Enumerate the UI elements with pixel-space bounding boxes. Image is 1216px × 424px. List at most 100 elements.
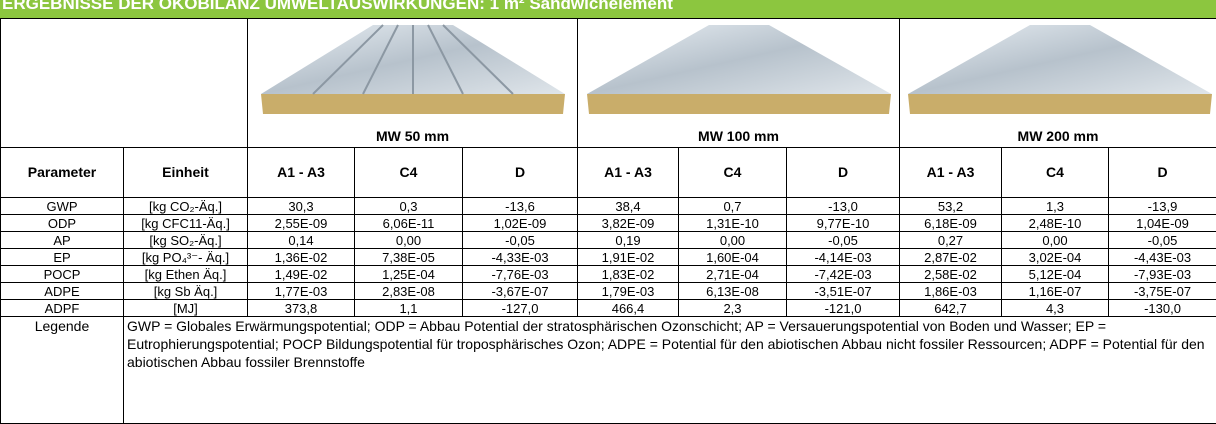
cell: 1,77E-03	[248, 283, 355, 300]
cell: -13,9	[1109, 198, 1216, 215]
cell: 7,38E-05	[355, 249, 463, 266]
product-cell: MW 100 mm	[578, 19, 900, 148]
cell: 2,58E-02	[900, 266, 1002, 283]
cell: -4,43E-03	[1109, 249, 1216, 266]
header-cell: C4	[1002, 148, 1109, 198]
cell: 6,18E-09	[900, 215, 1002, 232]
cell: 1,1	[355, 300, 463, 317]
panel-image	[900, 19, 1216, 124]
cell: [kg PO₄³⁻- Äq.]	[124, 249, 248, 266]
cell: 1,91E-02	[578, 249, 679, 266]
cell: -3,75E-07	[1109, 283, 1216, 300]
cell: -4,33E-03	[463, 249, 578, 266]
header-cell: D	[463, 148, 578, 198]
cell: -3,51E-07	[787, 283, 900, 300]
cell: 2,87E-02	[900, 249, 1002, 266]
header-cell: D	[787, 148, 900, 198]
cell: 0,00	[355, 232, 463, 249]
product-label: MW 100 mm	[578, 127, 899, 147]
title-bar: ERGEBNISSE DER ÖKOBILANZ UMWELTAUSWIRKUN…	[0, 0, 1216, 18]
cell: 0,00	[679, 232, 787, 249]
cell: 5,12E-04	[1002, 266, 1109, 283]
cell: -13,6	[463, 198, 578, 215]
cell: 1,36E-02	[248, 249, 355, 266]
cell: 1,25E-04	[355, 266, 463, 283]
cell: 6,13E-08	[679, 283, 787, 300]
cell: -4,14E-03	[787, 249, 900, 266]
cell: AP	[1, 232, 124, 249]
product-label: MW 50 mm	[248, 127, 577, 147]
header-cell: A1 - A3	[578, 148, 679, 198]
empty-cell	[1, 19, 248, 148]
image-row: MW 50 mm MW 100 mm MW 200 mm	[1, 19, 1216, 148]
cell: 2,83E-08	[355, 283, 463, 300]
cell: -7,76E-03	[463, 266, 578, 283]
cell: 4,3	[1002, 300, 1109, 317]
cell: 0,00	[1002, 232, 1109, 249]
cell: 0,3	[355, 198, 463, 215]
cell: -127,0	[463, 300, 578, 317]
header-cell: C4	[679, 148, 787, 198]
cell: 2,55E-09	[248, 215, 355, 232]
cell: 1,02E-09	[463, 215, 578, 232]
cell: 1,3	[1002, 198, 1109, 215]
cell: 1,49E-02	[248, 266, 355, 283]
cell: 642,7	[900, 300, 1002, 317]
cell: 1,31E-10	[679, 215, 787, 232]
cell: 53,2	[900, 198, 1002, 215]
cell: 6,06E-11	[355, 215, 463, 232]
header-cell: Parameter	[1, 148, 124, 198]
cell: -3,67E-07	[463, 283, 578, 300]
header-cell: D	[1109, 148, 1216, 198]
cell: 1,86E-03	[900, 283, 1002, 300]
cell: GWP	[1, 198, 124, 215]
cell: -7,42E-03	[787, 266, 900, 283]
cell: 0,7	[679, 198, 787, 215]
cell: -0,05	[463, 232, 578, 249]
cell: -0,05	[787, 232, 900, 249]
cell: 2,48E-10	[1002, 215, 1109, 232]
page: ERGEBNISSE DER ÖKOBILANZ UMWELTAUSWIRKUN…	[0, 0, 1216, 423]
cell: 1,60E-04	[679, 249, 787, 266]
header-cell: Einheit	[124, 148, 248, 198]
legend-label: Legende	[1, 317, 124, 424]
cell: 373,8	[248, 300, 355, 317]
cell: -130,0	[1109, 300, 1216, 317]
header-cell: C4	[355, 148, 463, 198]
cell: 1,79E-03	[578, 283, 679, 300]
legend-text: GWP = Globales Erwärmungspotential; ODP …	[124, 317, 1216, 424]
cell: 2,3	[679, 300, 787, 317]
cell: 0,14	[248, 232, 355, 249]
cell: 38,4	[578, 198, 679, 215]
cell: 9,77E-10	[787, 215, 900, 232]
panel-image	[579, 19, 899, 124]
panel-image	[253, 19, 573, 124]
cell: 3,82E-09	[578, 215, 679, 232]
cell: -0,05	[1109, 232, 1216, 249]
cell: 3,02E-04	[1002, 249, 1109, 266]
cell: 1,83E-02	[578, 266, 679, 283]
product-cell: MW 50 mm	[248, 19, 578, 148]
cell: [MJ]	[124, 300, 248, 317]
cell: [kg Sb Äq.]	[124, 283, 248, 300]
cell: EP	[1, 249, 124, 266]
product-cell: MW 200 mm	[900, 19, 1216, 148]
cell: ADPF	[1, 300, 124, 317]
cell: -13,0	[787, 198, 900, 215]
cell: 30,3	[248, 198, 355, 215]
cell: 2,71E-04	[679, 266, 787, 283]
cell: 1,04E-09	[1109, 215, 1216, 232]
cell: 466,4	[578, 300, 679, 317]
cell: 0,19	[578, 232, 679, 249]
cell: POCP	[1, 266, 124, 283]
